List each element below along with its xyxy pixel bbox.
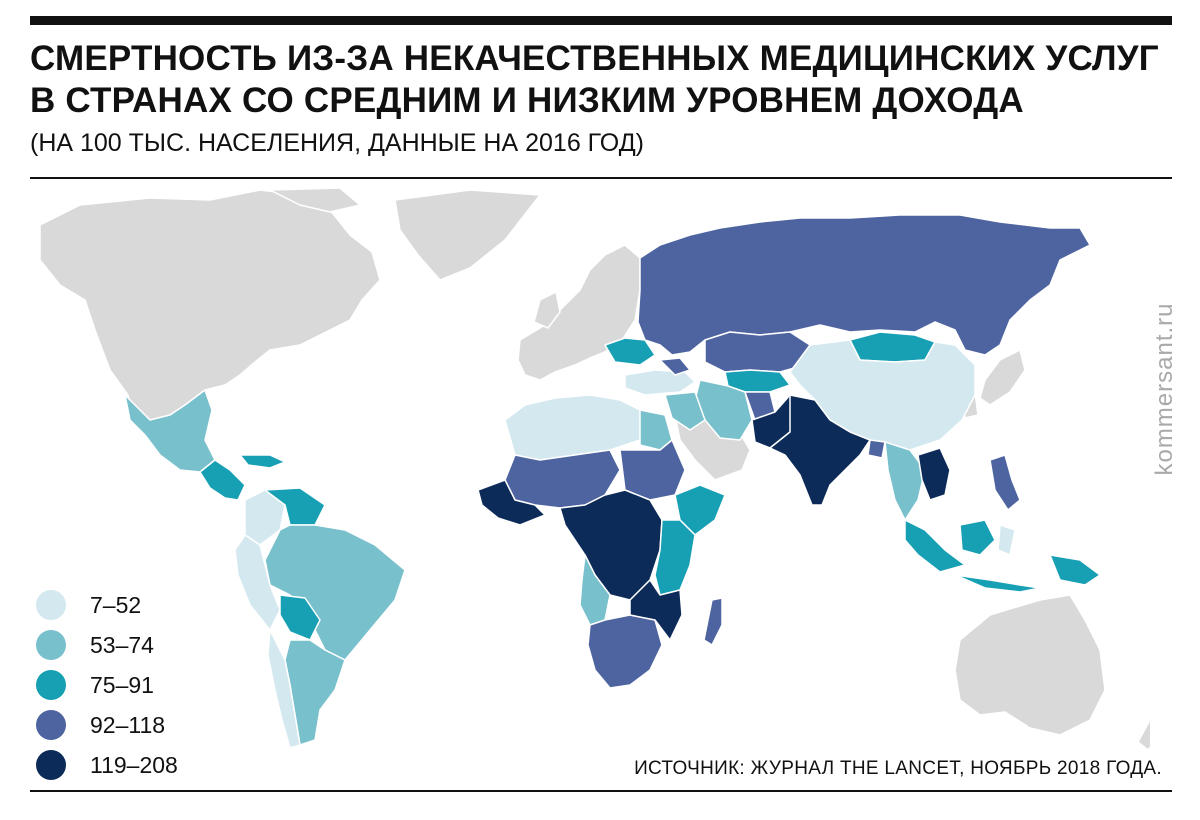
indochina-region bbox=[917, 447, 951, 501]
legend-label: 7–52 bbox=[90, 591, 142, 618]
title-divider bbox=[30, 177, 1172, 179]
chile-region bbox=[267, 629, 301, 749]
guinea-coast-region bbox=[477, 479, 546, 526]
legend-item: 92–118 bbox=[36, 705, 178, 745]
mexico-region bbox=[124, 389, 216, 473]
philippines-region bbox=[989, 454, 1021, 511]
caribbean-region bbox=[239, 454, 286, 469]
legend-item: 53–74 bbox=[36, 625, 178, 665]
turkey-region bbox=[624, 369, 696, 396]
central-america-region bbox=[199, 459, 246, 501]
legend-swatch bbox=[36, 670, 66, 700]
arctic-islands-region bbox=[269, 187, 361, 213]
iraq-region bbox=[664, 391, 706, 431]
southern-africa-region bbox=[587, 614, 663, 689]
bottom-rule bbox=[30, 790, 1172, 792]
legend-item: 119–208 bbox=[36, 745, 178, 785]
new-zealand-region bbox=[1137, 719, 1150, 751]
uk-region bbox=[533, 291, 561, 329]
southeast-asia-region bbox=[884, 441, 926, 521]
legend-swatch bbox=[36, 630, 66, 660]
borneo-region bbox=[959, 519, 996, 556]
watermark: kommersant.ru bbox=[1150, 240, 1180, 540]
legend-item: 75–91 bbox=[36, 665, 178, 705]
ukraine-region bbox=[604, 337, 656, 366]
legend-label: 75–91 bbox=[90, 671, 154, 698]
madagascar-region bbox=[703, 597, 723, 646]
caucasus-region bbox=[659, 357, 691, 376]
australia-region bbox=[954, 594, 1106, 736]
source-note: ИСТОЧНИК: ЖУРНАЛ THE LANCET, НОЯБРЬ 2018… bbox=[634, 758, 1162, 779]
chart-title: СМЕРТНОСТЬ ИЗ-ЗА НЕКАЧЕСТВЕННЫХ МЕДИЦИНС… bbox=[30, 39, 1159, 120]
indonesia-west-region bbox=[904, 519, 966, 573]
sudan-region bbox=[619, 439, 686, 501]
japan-region bbox=[979, 349, 1026, 406]
mozambique-region bbox=[629, 579, 683, 641]
legend-label: 119–208 bbox=[90, 751, 178, 778]
brazil-region bbox=[264, 524, 406, 661]
legend-swatch bbox=[36, 590, 66, 620]
sulawesi-region bbox=[997, 524, 1016, 556]
north-america-region bbox=[39, 189, 381, 421]
mongolia-region bbox=[849, 331, 936, 363]
legend-swatch bbox=[36, 710, 66, 740]
chart-subtitle: (НА 100 ТЫС. НАСЕЛЕНИЯ, ДАННЫЕ НА 2016 Г… bbox=[30, 129, 644, 157]
east-africa-region bbox=[654, 519, 696, 596]
legend-item: 7–52 bbox=[36, 585, 178, 625]
legend-label: 53–74 bbox=[90, 631, 154, 658]
india-region bbox=[769, 394, 871, 506]
java-region bbox=[954, 574, 1041, 593]
russia-region bbox=[637, 214, 1091, 356]
greenland-region bbox=[394, 189, 541, 281]
top-rule bbox=[30, 16, 1172, 25]
bangladesh-region bbox=[867, 439, 886, 459]
legend-swatch bbox=[36, 750, 66, 780]
papua-region bbox=[1049, 554, 1101, 586]
world-map bbox=[39, 187, 1150, 751]
legend-label: 92–118 bbox=[90, 711, 166, 738]
legend: 7–52 53–74 75–91 92–118 119–208 bbox=[36, 585, 178, 785]
watermark-text: kommersant.ru bbox=[1151, 302, 1178, 476]
